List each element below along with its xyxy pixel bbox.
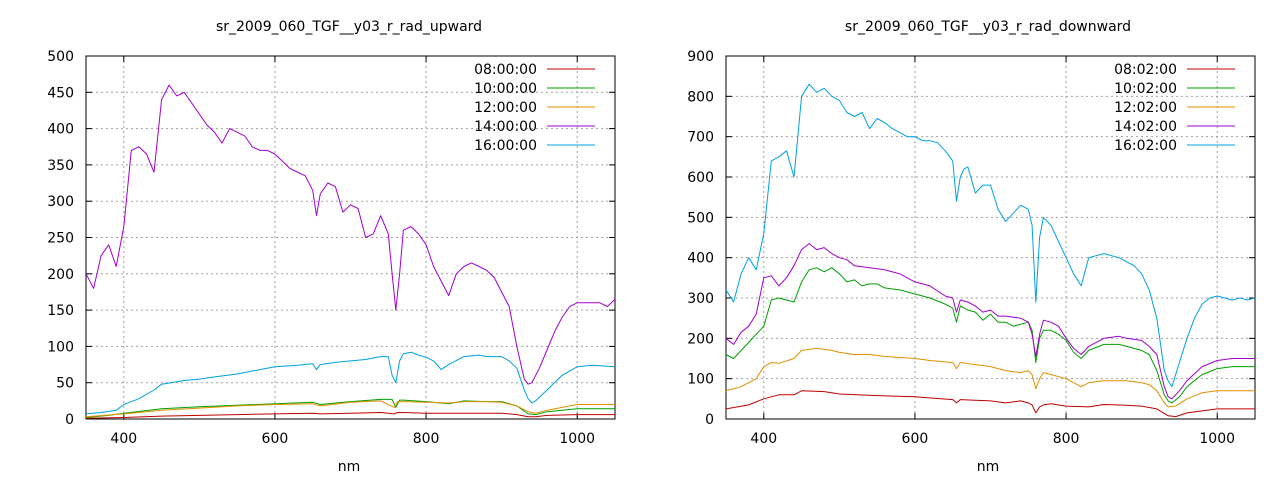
upward-series-line-080000 (86, 412, 615, 419)
upward-series-line-140000 (86, 84, 615, 385)
downward-y-tick-label: 600 (687, 170, 714, 186)
upward-y-tick-label: 150 (47, 303, 74, 319)
downward-y-tick-label: 500 (687, 210, 714, 226)
upward-y-tick-label: 50 (56, 376, 74, 392)
upward-legend-label: 12:00:00 (474, 100, 537, 116)
upward-legend-label: 08:00:00 (474, 62, 537, 78)
downward-y-tick-label: 100 (687, 372, 714, 388)
downward-legend-label: 12:02:00 (1114, 100, 1177, 116)
upward-y-tick-label: 250 (47, 231, 74, 247)
downward-y-tick-label: 800 (687, 89, 714, 105)
downward-legend-label: 08:02:00 (1114, 62, 1177, 78)
downward-legend-label: 10:02:00 (1114, 81, 1177, 97)
downward-y-tick-label: 400 (687, 251, 714, 267)
downward-chart: sr_2009_060_TGF__y03_r_rad_downward nm 4… (687, 19, 1256, 475)
upward-series-line-100000 (86, 398, 615, 418)
upward-y-tick-label: 450 (47, 85, 74, 101)
upward-x-tick-label: 1000 (559, 431, 595, 447)
upward-y-tick-label: 300 (47, 194, 74, 210)
downward-plot-frame (725, 55, 1256, 420)
downward-chart-title: sr_2009_060_TGF__y03_r_rad_downward (845, 19, 1131, 35)
downward-x-axis-label: nm (977, 459, 1000, 475)
downward-x-tick-label: 400 (750, 431, 777, 447)
upward-legend-label: 10:00:00 (474, 81, 537, 97)
downward-x-tick-label: 1000 (1199, 431, 1235, 447)
downward-y-tick-label: 900 (687, 49, 714, 65)
downward-legend-label: 16:02:00 (1114, 138, 1177, 154)
upward-legend-label: 16:00:00 (474, 138, 537, 154)
downward-y-tick-label: 200 (687, 331, 714, 347)
downward-series-line-100200 (726, 267, 1255, 404)
downward-series-line-160200 (726, 83, 1255, 388)
downward-series-line-140200 (726, 243, 1255, 400)
upward-x-tick-label: 400 (110, 431, 137, 447)
downward-y-tick-label: 700 (687, 130, 714, 146)
upward-chart: sr_2009_060_TGF__y03_r_rad_upward nm 400… (47, 19, 616, 475)
upward-y-tick-label: 400 (47, 122, 74, 138)
upward-x-tick-label: 800 (413, 431, 440, 447)
downward-series-line-120200 (726, 347, 1255, 408)
upward-y-tick-label: 200 (47, 267, 74, 283)
downward-series-line-080200 (726, 390, 1255, 418)
upward-y-tick-label: 0 (65, 412, 74, 428)
upward-x-axis-label: nm (338, 459, 361, 475)
upward-legend-label: 14:00:00 (474, 119, 537, 135)
downward-x-tick-label: 800 (1053, 431, 1080, 447)
upward-series-line-160000 (86, 351, 615, 415)
downward-x-tick-label: 600 (902, 431, 929, 447)
downward-y-tick-label: 0 (705, 412, 714, 428)
upward-y-tick-label: 100 (47, 339, 74, 355)
downward-legend-label: 14:02:00 (1114, 119, 1177, 135)
upward-y-tick-label: 500 (47, 49, 74, 65)
upward-chart-title: sr_2009_060_TGF__y03_r_rad_upward (216, 19, 482, 35)
upward-x-tick-label: 600 (262, 431, 289, 447)
downward-y-tick-label: 300 (687, 291, 714, 307)
upward-y-tick-label: 350 (47, 158, 74, 174)
upward-series-line-120000 (86, 400, 615, 418)
